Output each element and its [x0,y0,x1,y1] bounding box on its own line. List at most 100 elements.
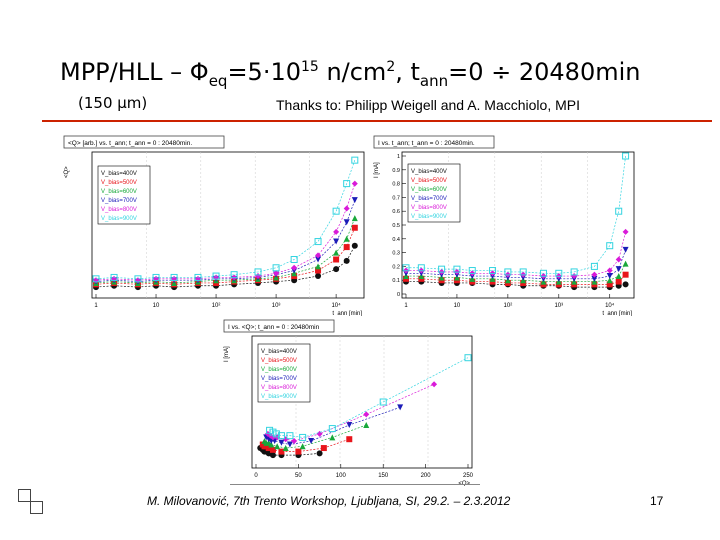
data-point [333,228,340,235]
y-tick-label: 0.2 [392,264,400,270]
title-exp: 15 [300,59,319,75]
title-eq: =5·10 [227,58,301,86]
legend-entry: V_bias=800V [261,385,297,391]
title-main: MPP/HLL – Φ [60,58,209,86]
x-tick-label: 10³ [554,303,563,309]
data-point [343,180,351,188]
series-line [406,155,626,274]
data-point [194,273,202,281]
chart-title: I vs. t_ann; t_ann = 0 : 20480min. [378,140,475,147]
data-point [290,256,298,263]
data-point [615,266,622,273]
x-tick-label: 150 [378,473,389,479]
data-point [291,264,298,271]
data-point [269,446,276,453]
data-point [343,244,350,251]
legend-entry: V_bias=800V [411,205,447,211]
data-point [315,252,322,259]
data-point [152,273,160,281]
legend-box [407,163,461,223]
chart-title-box [223,319,335,333]
data-point [519,268,527,276]
x-tick-label: 10² [504,303,513,309]
data-point [622,246,629,253]
data-point [351,215,358,222]
legend-entry: V_bias=500V [261,358,297,364]
legend-entry: V_bias=700V [261,376,297,382]
y-tick-label: 0.9 [392,168,400,174]
chart-title: <Q> [arb.] vs. t_ann; t_ann = 0 : 20480m… [68,140,192,147]
data-point [615,278,622,285]
data-point [299,433,307,441]
data-point [316,450,323,457]
y-axis-label: I [mA] [224,346,230,362]
data-point [92,275,100,283]
data-point [267,432,274,439]
data-point [363,411,370,418]
data-point [265,445,272,452]
data-point [351,180,358,187]
slide-title: MPP/HLL – Φeq=5·1015 n/cm2, tann=0 ÷ 204… [60,58,640,90]
data-point [622,260,629,267]
x-tick-label: 250 [463,473,474,479]
data-point [351,156,359,164]
data-point [615,207,623,215]
data-point [286,432,294,440]
data-point [333,249,340,256]
x-tick-label: 1 [404,303,408,309]
data-point [315,256,322,263]
series-line [269,357,469,438]
data-point [278,439,285,446]
legend-entry: V_bias=700V [101,198,137,204]
plot-frame [91,151,365,299]
y-tick-label: 0.5 [392,223,400,229]
x-tick-label: 0 [254,473,258,479]
title-sub: eq [208,71,228,90]
x-axis-label: t_ann [min] [602,311,632,316]
data-point [278,448,285,455]
data-point [555,269,563,277]
data-point [591,275,598,282]
chart-svg: <Q> [arb.] vs. t_ann; t_ann = 0 : 20480m… [62,134,370,316]
chart-q-vs-tann: <Q> [arb.] vs. t_ann; t_ann = 0 : 20480m… [62,134,370,316]
data-point [397,404,404,411]
plot-frame [251,335,473,469]
data-point [333,238,340,245]
data-point [315,267,322,274]
data-point [273,270,280,277]
data-point [170,273,178,281]
legend-entry: V_bias=600V [411,187,447,193]
data-point [351,197,358,204]
bullet-box-icon [18,489,31,502]
data-point [320,445,327,452]
y-tick-label: 0.6 [392,209,400,215]
data-point [332,207,340,215]
title-range: =0 ÷ 20480min [448,58,641,86]
x-tick-label: 10⁴ [331,302,341,309]
data-point [343,219,350,226]
legend-entry: V_bias=600V [261,367,297,373]
x-tick-label: 10⁴ [605,302,615,309]
x-tick-label: 10 [153,303,160,309]
chart-i-vs-q: I vs. <Q>; t_ann = 0 : 20480min 0 50 100 150… [222,318,478,486]
data-point [615,273,622,280]
data-point [254,268,262,276]
chart-svg: I vs. t_ann; t_ann = 0 : 20480min.1 10 10²… [372,134,640,316]
data-point [570,268,578,276]
data-point [282,445,289,452]
data-point [272,430,280,438]
y-tick-label: 0.7 [392,195,400,201]
data-point [230,271,238,279]
chart-title-box [63,135,225,149]
data-point [591,271,598,278]
x-tick-label: 10² [212,303,221,309]
data-point [268,441,275,448]
data-point [299,443,306,450]
legend-box [257,343,311,403]
y-tick-label: 0.3 [392,251,400,257]
data-point [539,269,547,277]
data-point [606,273,613,280]
acknowledgement: Thanks to: Philipp Weigell and A. Macchi… [276,97,581,113]
y-tick-label: 0.1 [392,278,400,284]
data-point [329,434,336,441]
